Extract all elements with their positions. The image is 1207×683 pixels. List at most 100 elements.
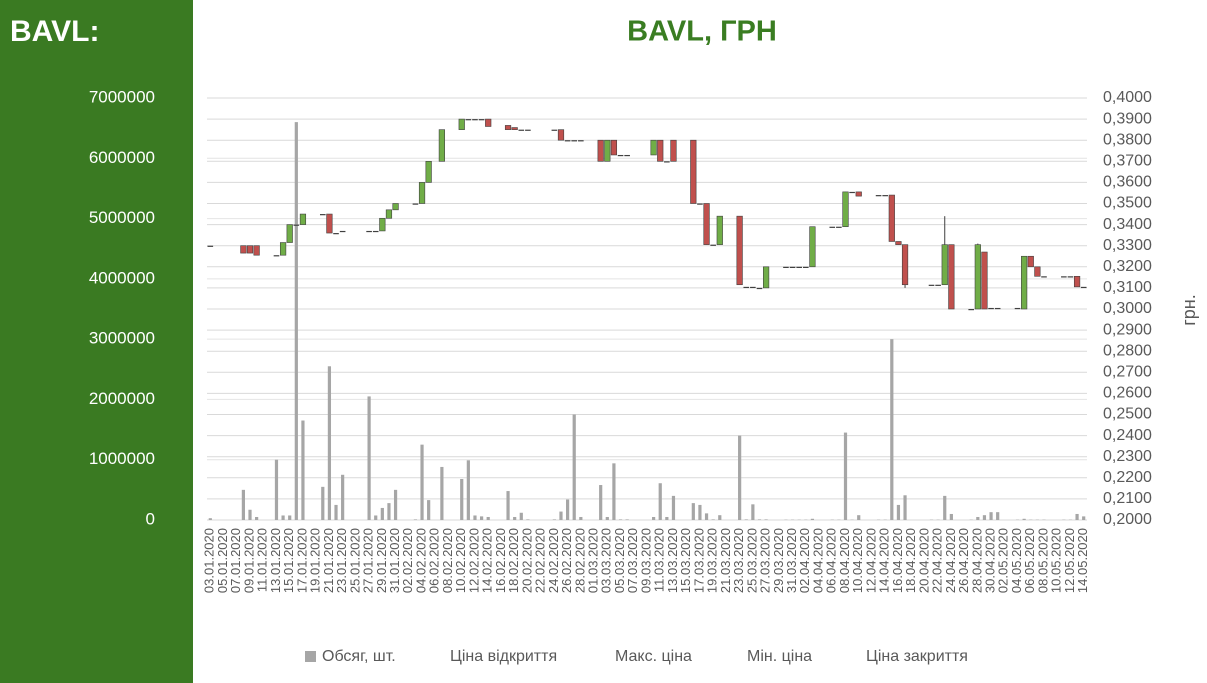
x-tick-label: 26.02.2020 [559,528,574,593]
candle-body [246,245,254,254]
x-tick-label: 28.02.2020 [572,528,587,593]
x-tick-label: 19.03.2020 [705,528,720,593]
candle-body [935,284,941,286]
volume-bar [618,519,623,520]
candle-body [525,129,531,131]
volume-bar [294,122,298,520]
header-title: BAVL: [10,15,99,48]
x-tick-label: 05.01.2020 [215,528,230,593]
candle-body [829,226,836,228]
x-tick-label: 14.05.2020 [1075,528,1090,593]
x-tick-label: 25.03.2020 [744,528,759,593]
x-tick-label: 04.04.2020 [810,528,825,593]
chart-title: BAVL, ГРН [627,16,777,48]
x-tick-label: 06.02.2020 [427,528,442,593]
candle-body [207,245,214,247]
candle-body [240,245,247,254]
x-tick-label: 12.04.2020 [863,528,878,593]
candle-body [1080,286,1087,289]
x-tick-label: 05.03.2020 [612,528,627,593]
volume-bar [599,485,603,520]
volume-bar [460,479,464,520]
candle-body [478,119,485,121]
x-tick-label: 11.03.2020 [652,528,667,592]
candle-body [293,224,300,226]
x-tick-label: 13.03.2020 [665,528,680,593]
volume-bar [208,518,212,520]
volume-bar [711,519,715,520]
volume-bar [857,515,861,520]
candle-body [1073,275,1081,288]
candle-body [703,203,710,245]
x-tick-label: 10.02.2020 [453,528,468,593]
volume-bar [658,483,662,520]
volume-bar [751,504,755,520]
candle-body [333,233,339,235]
candle-body [366,230,372,233]
x-tick-label: 25.01.2020 [347,528,362,593]
x-tick-label: 20.02.2020 [519,528,534,593]
volume-bar [519,512,523,520]
legend-label: Обсяг, шт. [322,648,396,665]
volume-bar [943,495,947,520]
volume-bar [843,432,848,520]
y2-tick-label: 0,3900 [1103,110,1152,127]
y2-tick-label: 0,3100 [1103,279,1152,296]
candle-body [557,129,565,141]
volume-bar [566,499,570,520]
y2-tick-label: 0,2100 [1103,490,1152,507]
candle-body [974,244,981,310]
candle-body [578,140,584,142]
candle-body [743,286,750,289]
x-tick-label: 11.01.2020 [255,528,270,592]
volume-bar [281,515,285,520]
x-tick-label: 31.01.2020 [387,528,402,593]
x-tick-label: 24.02.2020 [546,528,561,593]
x-tick-label: 21.03.2020 [718,528,733,593]
candle-body [385,209,393,219]
volume-bar [896,504,901,520]
y-tick-label: 4000000 [89,268,155,287]
x-tick-label: 18.04.2020 [903,528,918,593]
x-tick-label: 03.03.2020 [599,528,614,593]
volume-bar [976,516,980,520]
volume-bar [248,509,252,520]
volume-bar [288,515,292,520]
legend-swatch [305,651,316,662]
candle-body [319,214,326,216]
volume-bar [744,519,748,520]
y-tick-label: 5000000 [89,208,155,227]
volume-bar [473,515,477,520]
volume-bar [625,519,629,520]
volume-bar [757,519,762,520]
candle-body [438,129,445,162]
x-tick-label: 09.03.2020 [638,528,653,593]
candle-body [1067,276,1074,278]
volume-bar [393,489,398,520]
volume-bar [387,503,391,520]
x-tick-label: 23.03.2020 [731,528,746,593]
volume-bar [665,516,669,520]
y2-tick-label: 0,2900 [1103,321,1152,338]
volume-bar [380,507,384,520]
candle-body [650,139,657,156]
volume-bar [989,512,993,520]
candle-body [901,244,909,286]
candle-body [412,203,419,205]
volume-bar [427,500,431,520]
candle-body [836,226,842,228]
volume-bar [605,516,609,520]
x-tick-label: 26.04.2020 [956,528,971,593]
x-tick-label: 27.01.2020 [361,528,376,593]
candle-body [783,266,789,268]
candle-body [842,191,849,228]
volume-bar [420,444,424,520]
y-tick-label: 3000000 [89,329,155,348]
candle-body [425,161,432,183]
y2-tick-label: 0,2000 [1103,511,1152,528]
y-tick-label: 0 [146,509,155,528]
volume-bar [572,414,576,520]
candle-body [789,266,796,268]
candle-body [511,127,518,130]
